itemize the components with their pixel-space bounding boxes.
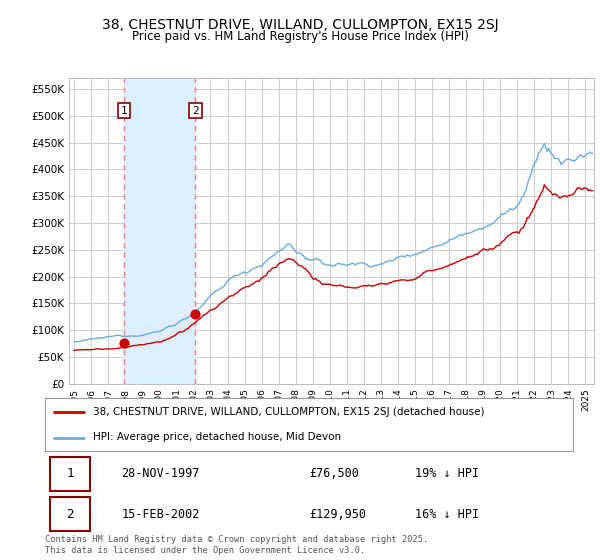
Text: 2: 2 (67, 507, 74, 521)
Text: Price paid vs. HM Land Registry's House Price Index (HPI): Price paid vs. HM Land Registry's House … (131, 30, 469, 43)
Text: £76,500: £76,500 (309, 467, 359, 480)
Text: 1: 1 (67, 467, 74, 480)
Text: 19% ↓ HPI: 19% ↓ HPI (415, 467, 479, 480)
Text: 28-NOV-1997: 28-NOV-1997 (122, 467, 200, 480)
Text: 15-FEB-2002: 15-FEB-2002 (122, 507, 200, 521)
Text: 16% ↓ HPI: 16% ↓ HPI (415, 507, 479, 521)
FancyBboxPatch shape (50, 497, 90, 531)
FancyBboxPatch shape (50, 457, 90, 491)
Point (191, 310, 200, 319)
Text: 2: 2 (192, 105, 199, 115)
Bar (124, 78, 196, 384)
Point (119, 338, 128, 347)
Text: £129,950: £129,950 (309, 507, 366, 521)
Text: 38, CHESTNUT DRIVE, WILLAND, CULLOMPTON, EX15 2SJ (detached house): 38, CHESTNUT DRIVE, WILLAND, CULLOMPTON,… (92, 408, 484, 418)
Text: 38, CHESTNUT DRIVE, WILLAND, CULLOMPTON, EX15 2SJ: 38, CHESTNUT DRIVE, WILLAND, CULLOMPTON,… (101, 18, 499, 32)
Text: HPI: Average price, detached house, Mid Devon: HPI: Average price, detached house, Mid … (92, 432, 341, 442)
Text: 1: 1 (121, 105, 127, 115)
Text: Contains HM Land Registry data © Crown copyright and database right 2025.
This d: Contains HM Land Registry data © Crown c… (45, 535, 428, 554)
